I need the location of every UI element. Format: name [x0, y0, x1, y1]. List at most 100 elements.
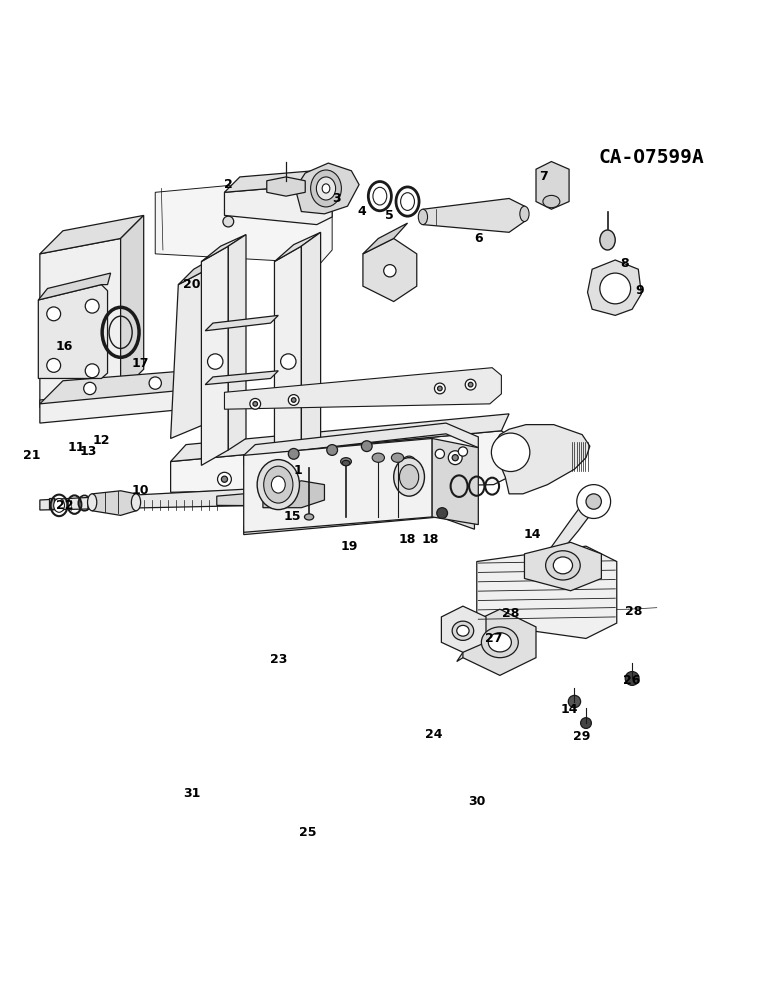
Polygon shape: [40, 385, 201, 423]
Circle shape: [85, 299, 99, 313]
Text: 17: 17: [131, 357, 148, 370]
Polygon shape: [363, 238, 417, 302]
Polygon shape: [295, 163, 359, 214]
Circle shape: [218, 472, 232, 486]
Circle shape: [223, 216, 234, 227]
Ellipse shape: [322, 184, 330, 193]
Ellipse shape: [457, 625, 469, 636]
Text: 29: 29: [574, 730, 591, 743]
Ellipse shape: [372, 453, 384, 462]
Ellipse shape: [54, 498, 65, 512]
Circle shape: [466, 379, 476, 390]
Ellipse shape: [452, 621, 474, 640]
Ellipse shape: [391, 453, 404, 462]
Circle shape: [208, 354, 223, 369]
Polygon shape: [267, 177, 305, 196]
Circle shape: [47, 307, 61, 321]
Ellipse shape: [131, 494, 141, 511]
Circle shape: [437, 508, 448, 518]
Polygon shape: [587, 260, 642, 315]
Circle shape: [253, 402, 258, 406]
Circle shape: [406, 460, 412, 466]
Ellipse shape: [600, 230, 615, 250]
Polygon shape: [493, 425, 590, 494]
Polygon shape: [40, 368, 225, 404]
Polygon shape: [432, 438, 479, 525]
Circle shape: [66, 283, 83, 302]
Text: 18: 18: [422, 533, 439, 546]
Text: 3: 3: [332, 192, 340, 205]
Ellipse shape: [87, 494, 96, 511]
Polygon shape: [463, 609, 536, 675]
Ellipse shape: [340, 458, 351, 465]
Text: 8: 8: [620, 257, 628, 270]
Ellipse shape: [373, 187, 387, 205]
Ellipse shape: [554, 557, 573, 574]
Text: 25: 25: [299, 826, 317, 839]
Polygon shape: [178, 254, 221, 285]
Polygon shape: [39, 273, 110, 300]
Text: 23: 23: [269, 653, 287, 666]
Text: CA-O7599A: CA-O7599A: [598, 148, 704, 167]
Polygon shape: [171, 269, 208, 438]
Polygon shape: [423, 198, 524, 232]
Circle shape: [288, 395, 299, 405]
Polygon shape: [244, 509, 475, 535]
Circle shape: [402, 456, 416, 470]
Polygon shape: [263, 481, 324, 508]
Polygon shape: [40, 215, 144, 254]
Circle shape: [568, 695, 581, 708]
Ellipse shape: [257, 460, 300, 510]
Text: 6: 6: [474, 232, 482, 245]
Polygon shape: [39, 285, 107, 378]
Circle shape: [459, 447, 468, 456]
Text: 28: 28: [502, 607, 520, 620]
Text: 1: 1: [293, 464, 302, 477]
Text: 16: 16: [56, 340, 73, 353]
Polygon shape: [171, 414, 509, 462]
Ellipse shape: [264, 466, 293, 503]
Polygon shape: [275, 232, 320, 262]
Text: 7: 7: [540, 170, 548, 183]
Polygon shape: [92, 491, 136, 515]
Polygon shape: [171, 431, 516, 492]
Polygon shape: [442, 606, 486, 652]
Circle shape: [291, 398, 296, 402]
Circle shape: [268, 472, 274, 478]
Ellipse shape: [543, 195, 560, 208]
Polygon shape: [457, 491, 601, 662]
Circle shape: [288, 448, 299, 459]
Ellipse shape: [317, 177, 336, 200]
Polygon shape: [40, 238, 120, 408]
Circle shape: [83, 382, 96, 395]
Circle shape: [435, 383, 445, 394]
Polygon shape: [205, 315, 279, 331]
Circle shape: [435, 449, 445, 458]
Ellipse shape: [304, 514, 313, 520]
Ellipse shape: [520, 206, 529, 222]
Circle shape: [449, 451, 462, 465]
Text: 26: 26: [624, 674, 641, 687]
Polygon shape: [536, 162, 569, 209]
Text: 28: 28: [625, 605, 642, 618]
Circle shape: [264, 468, 278, 482]
Ellipse shape: [489, 633, 511, 652]
Ellipse shape: [418, 209, 428, 225]
Text: 27: 27: [485, 632, 503, 645]
Polygon shape: [217, 486, 347, 506]
Text: 14: 14: [523, 528, 541, 541]
Text: 5: 5: [385, 209, 394, 222]
Text: 13: 13: [80, 445, 97, 458]
Circle shape: [581, 718, 591, 728]
Polygon shape: [275, 246, 301, 465]
Text: 30: 30: [468, 795, 486, 808]
Text: 19: 19: [340, 540, 357, 553]
Polygon shape: [225, 368, 501, 409]
Ellipse shape: [342, 460, 350, 466]
Circle shape: [438, 386, 442, 391]
Polygon shape: [524, 542, 601, 591]
Circle shape: [492, 433, 530, 472]
Polygon shape: [155, 177, 332, 263]
Polygon shape: [244, 423, 479, 465]
Circle shape: [250, 398, 261, 409]
